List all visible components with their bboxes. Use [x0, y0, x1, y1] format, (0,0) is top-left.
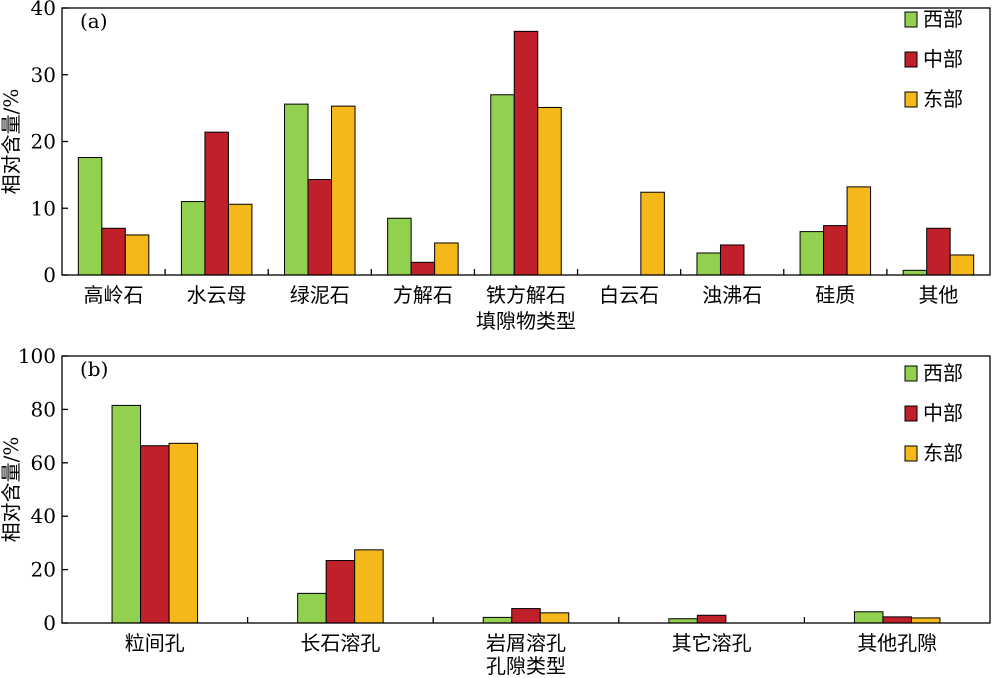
- bar-a-1-1: [204, 131, 229, 276]
- bar-b-1-0: [297, 592, 327, 624]
- bar-a-6-1: [719, 244, 745, 276]
- legend-label: 西部: [923, 7, 963, 31]
- bar-a-2-0: [284, 103, 309, 276]
- bar-b-4-2: [910, 617, 941, 624]
- bar-a-0-1: [101, 227, 126, 276]
- category-label: 长石溶孔: [300, 631, 380, 655]
- y-tick-label: 20: [31, 130, 56, 154]
- bar-a-0-2: [124, 234, 150, 276]
- category-label: 方解石: [393, 283, 453, 307]
- y-tick-label: 40: [31, 504, 56, 528]
- bar-b-1-1: [325, 560, 356, 624]
- y-tick-label: 20: [31, 558, 56, 582]
- category-label: 其他: [918, 283, 958, 307]
- bar-a-5-2: [640, 191, 665, 276]
- bar-a-8-0: [902, 269, 928, 276]
- bar-a-8-1: [926, 227, 951, 276]
- y-tick-label: 30: [31, 63, 56, 87]
- bar-b-4-0: [853, 611, 884, 624]
- bar-a-7-2: [846, 186, 872, 276]
- y-tick-label: 0: [43, 263, 56, 287]
- category-label: 其他孔隙: [857, 631, 937, 655]
- category-label: 浊沸石: [702, 283, 762, 307]
- y-tick-label: 0: [43, 611, 56, 635]
- bar-b-3-1: [696, 614, 727, 624]
- legend-swatch: [904, 91, 918, 108]
- category-label: 铁方解石: [486, 283, 566, 307]
- x-axis-title: 孔隙类型: [486, 654, 566, 678]
- plot-frame: [61, 355, 991, 624]
- bar-a-1-0: [180, 201, 206, 276]
- bar-b-2-0: [482, 616, 513, 624]
- legend-swatch: [904, 51, 918, 68]
- category-label: 其它溶孔: [672, 631, 752, 655]
- panel-label: (a): [80, 9, 108, 33]
- bar-a-7-0: [799, 231, 825, 276]
- y-axis-title: 相对含量/%: [0, 437, 23, 543]
- bar-b-4-1: [882, 616, 912, 624]
- legend-label: 中部: [923, 47, 963, 71]
- category-label: 高岭石: [84, 283, 144, 307]
- y-tick-label: 10: [31, 196, 56, 220]
- bar-b-0-1: [140, 445, 170, 624]
- y-tick-label: 40: [31, 0, 56, 20]
- y-tick-label: 100: [18, 344, 56, 368]
- legend-label: 西部: [923, 361, 963, 385]
- bar-a-0-0: [77, 157, 103, 276]
- category-label: 硅质: [815, 283, 855, 307]
- legend-swatch: [904, 445, 918, 462]
- bar-b-0-2: [168, 442, 199, 624]
- bar-a-3-1: [410, 261, 436, 276]
- bar-a-4-1: [513, 30, 539, 276]
- legend-swatch: [904, 11, 918, 28]
- category-label: 岩屑溶孔: [486, 631, 566, 655]
- legend-swatch: [904, 405, 918, 422]
- panel-a: 0 10 20 30 40 高岭石 水云母 绿泥石 方解石 铁方解石 白云石 浊沸石 硅质 其他填隙物类型…: [0, 0, 991, 333]
- bar-a-2-2: [331, 105, 356, 276]
- bar-a-3-2: [434, 242, 459, 276]
- legend-label: 东部: [923, 441, 963, 465]
- category-label: 水云母: [187, 283, 247, 307]
- category-label: 白云石: [599, 283, 659, 307]
- bar-a-7-1: [823, 225, 848, 276]
- bar-b-2-2: [539, 612, 570, 624]
- category-label: 绿泥石: [290, 283, 350, 307]
- y-tick-label: 60: [31, 451, 56, 475]
- bar-a-4-2: [537, 106, 562, 276]
- panel-label: (b): [80, 357, 108, 381]
- y-tick-label: 80: [31, 397, 56, 421]
- bar-a-4-0: [490, 94, 515, 276]
- bar-b-2-1: [511, 608, 541, 624]
- category-label: 粒间孔: [125, 631, 185, 655]
- x-axis-title: 填隙物类型: [476, 309, 576, 333]
- legend-label: 中部: [923, 401, 963, 425]
- bar-a-2-1: [307, 179, 333, 276]
- bar-b-0-0: [111, 404, 142, 624]
- legend-swatch: [904, 365, 918, 382]
- y-axis-title: 相对含量/%: [0, 89, 23, 195]
- legend-label: 东部: [923, 87, 963, 111]
- bar-a-3-0: [387, 217, 412, 276]
- bar-b-1-2: [354, 549, 384, 624]
- bar-a-1-2: [227, 203, 253, 276]
- bar-a-6-0: [696, 252, 721, 276]
- bar-a-8-2: [949, 254, 975, 276]
